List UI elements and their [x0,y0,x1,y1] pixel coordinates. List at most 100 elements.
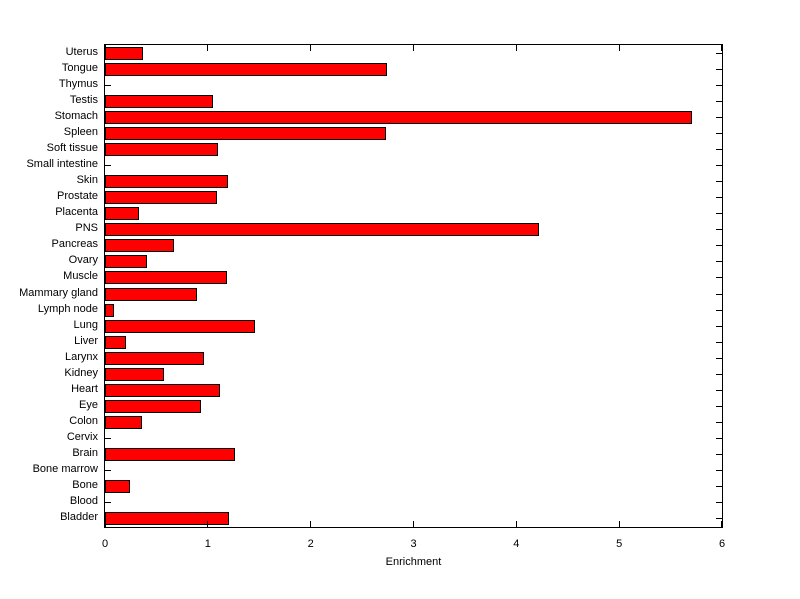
y-tick-right [716,518,722,520]
x-tick-top [310,45,312,51]
y-tick-right [716,309,722,311]
bar-larynx [105,351,204,365]
bar-prostate [105,191,218,205]
y-tick-left [105,502,111,504]
y-tick-label-mammary-gland: Mammary gland [19,286,98,299]
bar-liver [105,335,126,349]
y-tick-label-pns: PNS [75,222,98,235]
bar-pns [105,223,539,237]
y-tick-label-pancreas: Pancreas [51,238,98,251]
y-tick-label-heart: Heart [71,382,98,395]
y-tick-label-tongue: Tongue [61,61,98,74]
y-tick-right [716,341,722,343]
bar-soft-tissue [105,142,219,156]
x-tick-bottom [105,521,106,527]
y-tick-right [716,261,722,263]
bar-testis [105,94,213,108]
y-tick-right [716,438,722,440]
y-tick-right [716,84,722,86]
bar-colon [105,416,143,430]
x-tick-label-3: 3 [410,538,417,550]
x-tick-bottom [413,521,414,527]
y-tick-label-eye: Eye [79,399,98,411]
y-tick-right [716,277,722,279]
bar-skin [105,175,229,189]
bar-stomach [105,110,693,124]
y-tick-right [716,229,722,231]
bar-eye [105,400,201,413]
y-tick-label-cervix: Cervix [66,431,98,444]
x-tick-label-2: 2 [307,538,314,550]
x-tick-bottom [207,521,209,527]
y-tick-label-uterus: Uterus [65,45,98,58]
bar-mammary-gland [105,287,197,301]
y-tick-right [716,293,722,295]
y-tick-label-thymus: Thymus [58,77,98,90]
y-tick-label-small-intestine: Small intestine [26,158,98,170]
bar-tongue [105,62,387,76]
bar-bladder [105,512,230,526]
y-tick-right [716,422,722,424]
y-tick-label-prostate: Prostate [57,190,98,203]
y-tick-right [716,325,722,327]
y-tick-right [716,148,722,150]
y-tick-label-larynx: Larynx [64,350,98,363]
x-tick-bottom [310,521,312,527]
y-tick-right [716,245,722,247]
x-tick-label-1: 1 [204,538,211,550]
y-tick-label-lymph-node: Lymph node [37,302,98,315]
x-tick-bottom [515,521,517,527]
y-tick-right [716,373,722,375]
y-tick-right [716,132,722,134]
x-tick-label-5: 5 [616,538,623,550]
bar-heart [105,383,221,397]
bar-placenta [105,207,139,221]
y-tick-label-bladder: Bladder [60,511,98,524]
y-tick-left [105,84,111,86]
y-tick-label-colon: Colon [69,415,98,428]
bar-kidney [105,367,164,381]
x-tick-bottom [618,521,620,527]
y-tick-label-placenta: Placenta [55,206,98,219]
x-tick-top [207,45,209,51]
y-tick-label-lung: Lung [73,318,98,331]
y-tick-right [716,68,722,70]
bar-lung [105,319,256,333]
bar-brain [105,448,235,462]
y-tick-right [716,100,722,102]
bar-ovary [105,255,148,269]
y-tick-right [716,406,722,407]
y-tick-label-testis: Testis [69,93,98,106]
x-tick-top [618,45,620,51]
y-tick-right [716,357,722,359]
y-tick-label-blood: Blood [69,495,98,508]
y-tick-right [716,181,722,183]
plot-area [104,44,723,528]
y-tick-label-muscle: Muscle [63,270,98,283]
x-tick-top [105,45,106,51]
x-tick-label-4: 4 [513,538,520,550]
y-tick-right [716,486,722,488]
y-tick-label-ovary: Ovary [68,254,98,267]
x-axis-label: Enrichment [385,556,442,568]
bar-uterus [105,46,144,60]
bar-lymph-node [105,303,115,317]
x-tick-label-6: 6 [718,538,726,550]
y-tick-label-spleen: Spleen [63,125,98,138]
y-tick-right [716,502,722,504]
x-tick-top [515,45,517,51]
y-tick-right [716,165,722,166]
y-tick-right [716,197,722,199]
y-tick-right [716,116,722,118]
y-tick-right [716,454,722,456]
y-tick-right [716,389,722,391]
x-tick-label-0: 0 [101,538,109,550]
y-tick-label-brain: Brain [72,447,98,460]
y-tick-label-liver: Liver [74,334,98,347]
y-tick-label-kidney: Kidney [64,366,98,379]
x-tick-top [721,45,722,51]
bar-spleen [105,126,386,140]
y-tick-left [105,438,111,440]
x-tick-bottom [721,521,722,527]
y-tick-label-bone: Bone [72,479,98,492]
